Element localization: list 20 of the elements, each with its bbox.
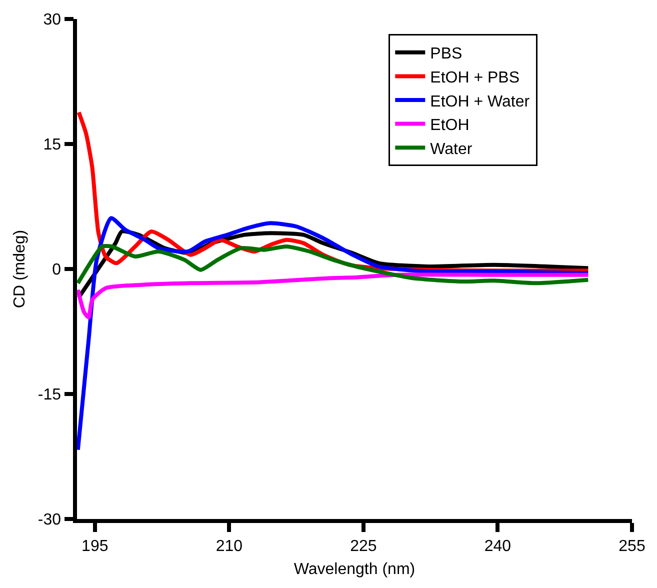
y-tick-label: -30 (38, 512, 62, 529)
x-axis-title: Wavelength (nm) (294, 561, 416, 578)
x-tick-label: 210 (216, 538, 243, 555)
y-axis-title: CD (mdeg) (11, 230, 28, 308)
x-tick-label: 240 (484, 538, 512, 555)
legend-label: EtOH (430, 117, 470, 134)
line-series (77, 244, 590, 286)
legend-label: EtOH + Water (430, 93, 530, 110)
line-series (77, 216, 590, 452)
y-tick-label: 0 (52, 262, 62, 279)
x-tick-label: 225 (350, 538, 377, 555)
y-tick-label: 15 (43, 136, 62, 154)
y-tick-label: 30 (43, 12, 62, 29)
legend-label: EtOH + PBS (430, 69, 520, 86)
x-tick-label: 195 (82, 538, 108, 555)
legend-label: PBS (430, 46, 462, 63)
x-tick-label: 255 (618, 538, 646, 555)
y-tick-label: -15 (38, 386, 62, 404)
legend-label: Water (430, 140, 473, 158)
line-series (77, 272, 590, 320)
